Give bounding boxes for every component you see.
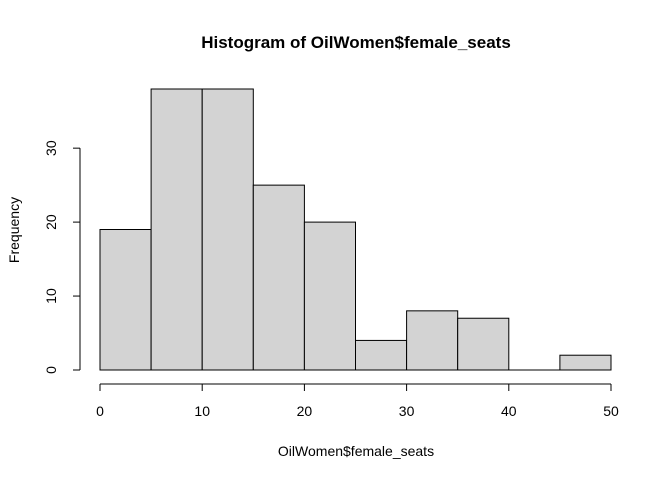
y-axis-label: Frequency (6, 197, 22, 263)
histogram-bar (201, 88, 254, 371)
x-tick-label: 40 (501, 403, 517, 419)
histogram-bar (457, 317, 510, 371)
x-tick-label: 50 (603, 403, 619, 419)
x-tick-label: 10 (194, 403, 210, 419)
x-tick-label: 20 (297, 403, 313, 419)
y-tick-label: 30 (43, 140, 59, 156)
histogram-bar (99, 229, 152, 371)
x-tick-label: 30 (399, 403, 415, 419)
histogram-bar (252, 184, 305, 371)
chart-title: Histogram of OilWomen$female_seats (201, 33, 511, 52)
y-tick-label: 20 (43, 214, 59, 230)
x-tick-label: 0 (96, 403, 104, 419)
x-axis-label: OilWomen$female_seats (278, 443, 434, 459)
histogram-bar (559, 354, 612, 371)
histogram-bar (406, 310, 459, 371)
y-tick-label: 10 (43, 288, 59, 304)
histogram-bar (355, 339, 408, 371)
histogram-bar (303, 221, 356, 371)
bars-group (99, 88, 612, 371)
y-tick-label: 0 (43, 366, 59, 374)
x-axis: 0 10 20 30 40 50 (96, 383, 619, 419)
histogram-bar (150, 88, 203, 371)
y-axis: 0 10 20 30 (43, 140, 81, 374)
